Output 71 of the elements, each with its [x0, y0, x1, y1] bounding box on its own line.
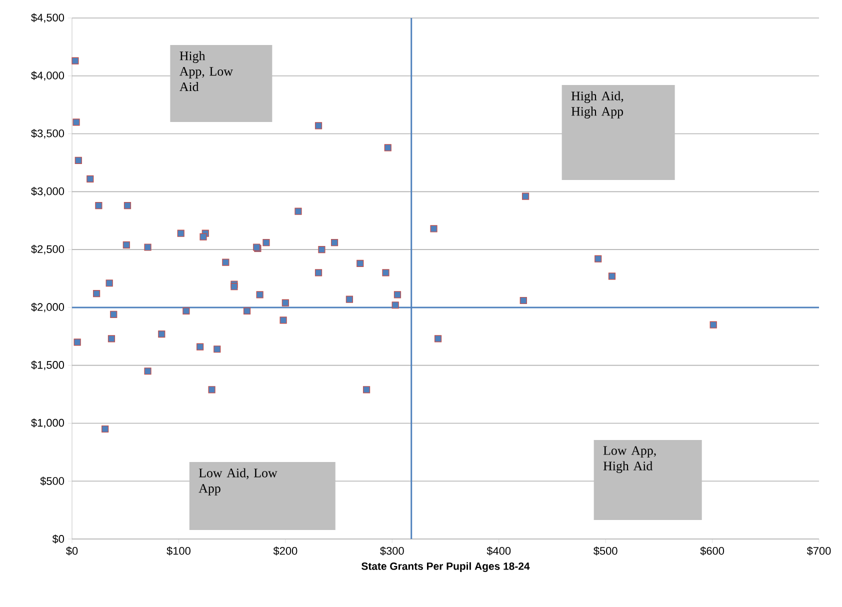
point — [282, 299, 289, 306]
point — [394, 291, 402, 298]
point — [430, 225, 438, 232]
point — [106, 280, 113, 287]
point — [208, 386, 216, 394]
point — [230, 283, 238, 290]
y-tick-label: $2,000 — [31, 302, 64, 312]
y-tick-label: $3,000 — [31, 186, 64, 196]
point — [392, 302, 399, 309]
x-tick-label: $400 — [486, 546, 511, 556]
y-tick-label: $2,500 — [31, 244, 64, 254]
point — [434, 335, 442, 342]
point — [222, 258, 230, 266]
x-axis-title: State Grants Per Pupil Ages 18-24 — [362, 562, 530, 572]
point — [74, 338, 81, 346]
point — [196, 343, 204, 350]
point — [314, 122, 322, 130]
point — [72, 118, 80, 126]
x-tick-label: $600 — [700, 546, 724, 556]
point — [72, 57, 79, 64]
point — [382, 269, 390, 276]
point — [262, 239, 270, 246]
point — [214, 346, 221, 353]
y-tick-label: $0 — [52, 534, 64, 544]
point — [95, 202, 102, 210]
point — [144, 368, 152, 375]
point — [314, 269, 322, 276]
y-tick-label: $4,500 — [31, 13, 64, 23]
x-tick-label: $0 — [66, 546, 78, 556]
point — [384, 144, 392, 152]
x-tick-label: $500 — [594, 546, 618, 556]
y-tick-label: $1,000 — [31, 418, 64, 428]
annotation: Low App, High Aid — [603, 446, 656, 473]
point — [608, 272, 616, 280]
x-tick-label: $100 — [166, 546, 190, 556]
point — [124, 202, 132, 210]
y-tick-label: $500 — [40, 476, 64, 486]
point — [200, 233, 207, 240]
annotation: High Aid, High App — [571, 91, 624, 118]
point — [356, 260, 364, 267]
point — [346, 296, 354, 303]
point — [110, 310, 118, 318]
point — [158, 330, 166, 338]
annotation: High App, Low Aid — [180, 51, 233, 92]
point — [280, 316, 287, 324]
point — [594, 255, 602, 262]
point — [108, 335, 116, 342]
point — [86, 175, 94, 182]
point — [92, 290, 100, 298]
point — [294, 208, 302, 215]
point — [182, 307, 190, 314]
point — [177, 230, 184, 237]
y-tick-label: $4,000 — [31, 71, 64, 81]
point — [243, 307, 251, 314]
point — [710, 321, 717, 328]
x-tick-label: $300 — [380, 546, 404, 556]
point — [330, 239, 338, 246]
point — [362, 386, 370, 394]
point — [74, 156, 82, 164]
point — [520, 296, 527, 304]
annotation: Low Aid, Low App — [198, 468, 278, 496]
point — [102, 425, 109, 433]
point — [522, 192, 530, 200]
y-tick-label: $3,500 — [31, 129, 64, 139]
point — [318, 246, 326, 254]
point — [256, 291, 264, 298]
x-tick-label: $200 — [273, 546, 298, 556]
x-tick-label: $700 — [806, 546, 831, 556]
point — [122, 241, 130, 248]
point — [144, 244, 152, 251]
y-tick-label: $1,500 — [31, 360, 64, 370]
